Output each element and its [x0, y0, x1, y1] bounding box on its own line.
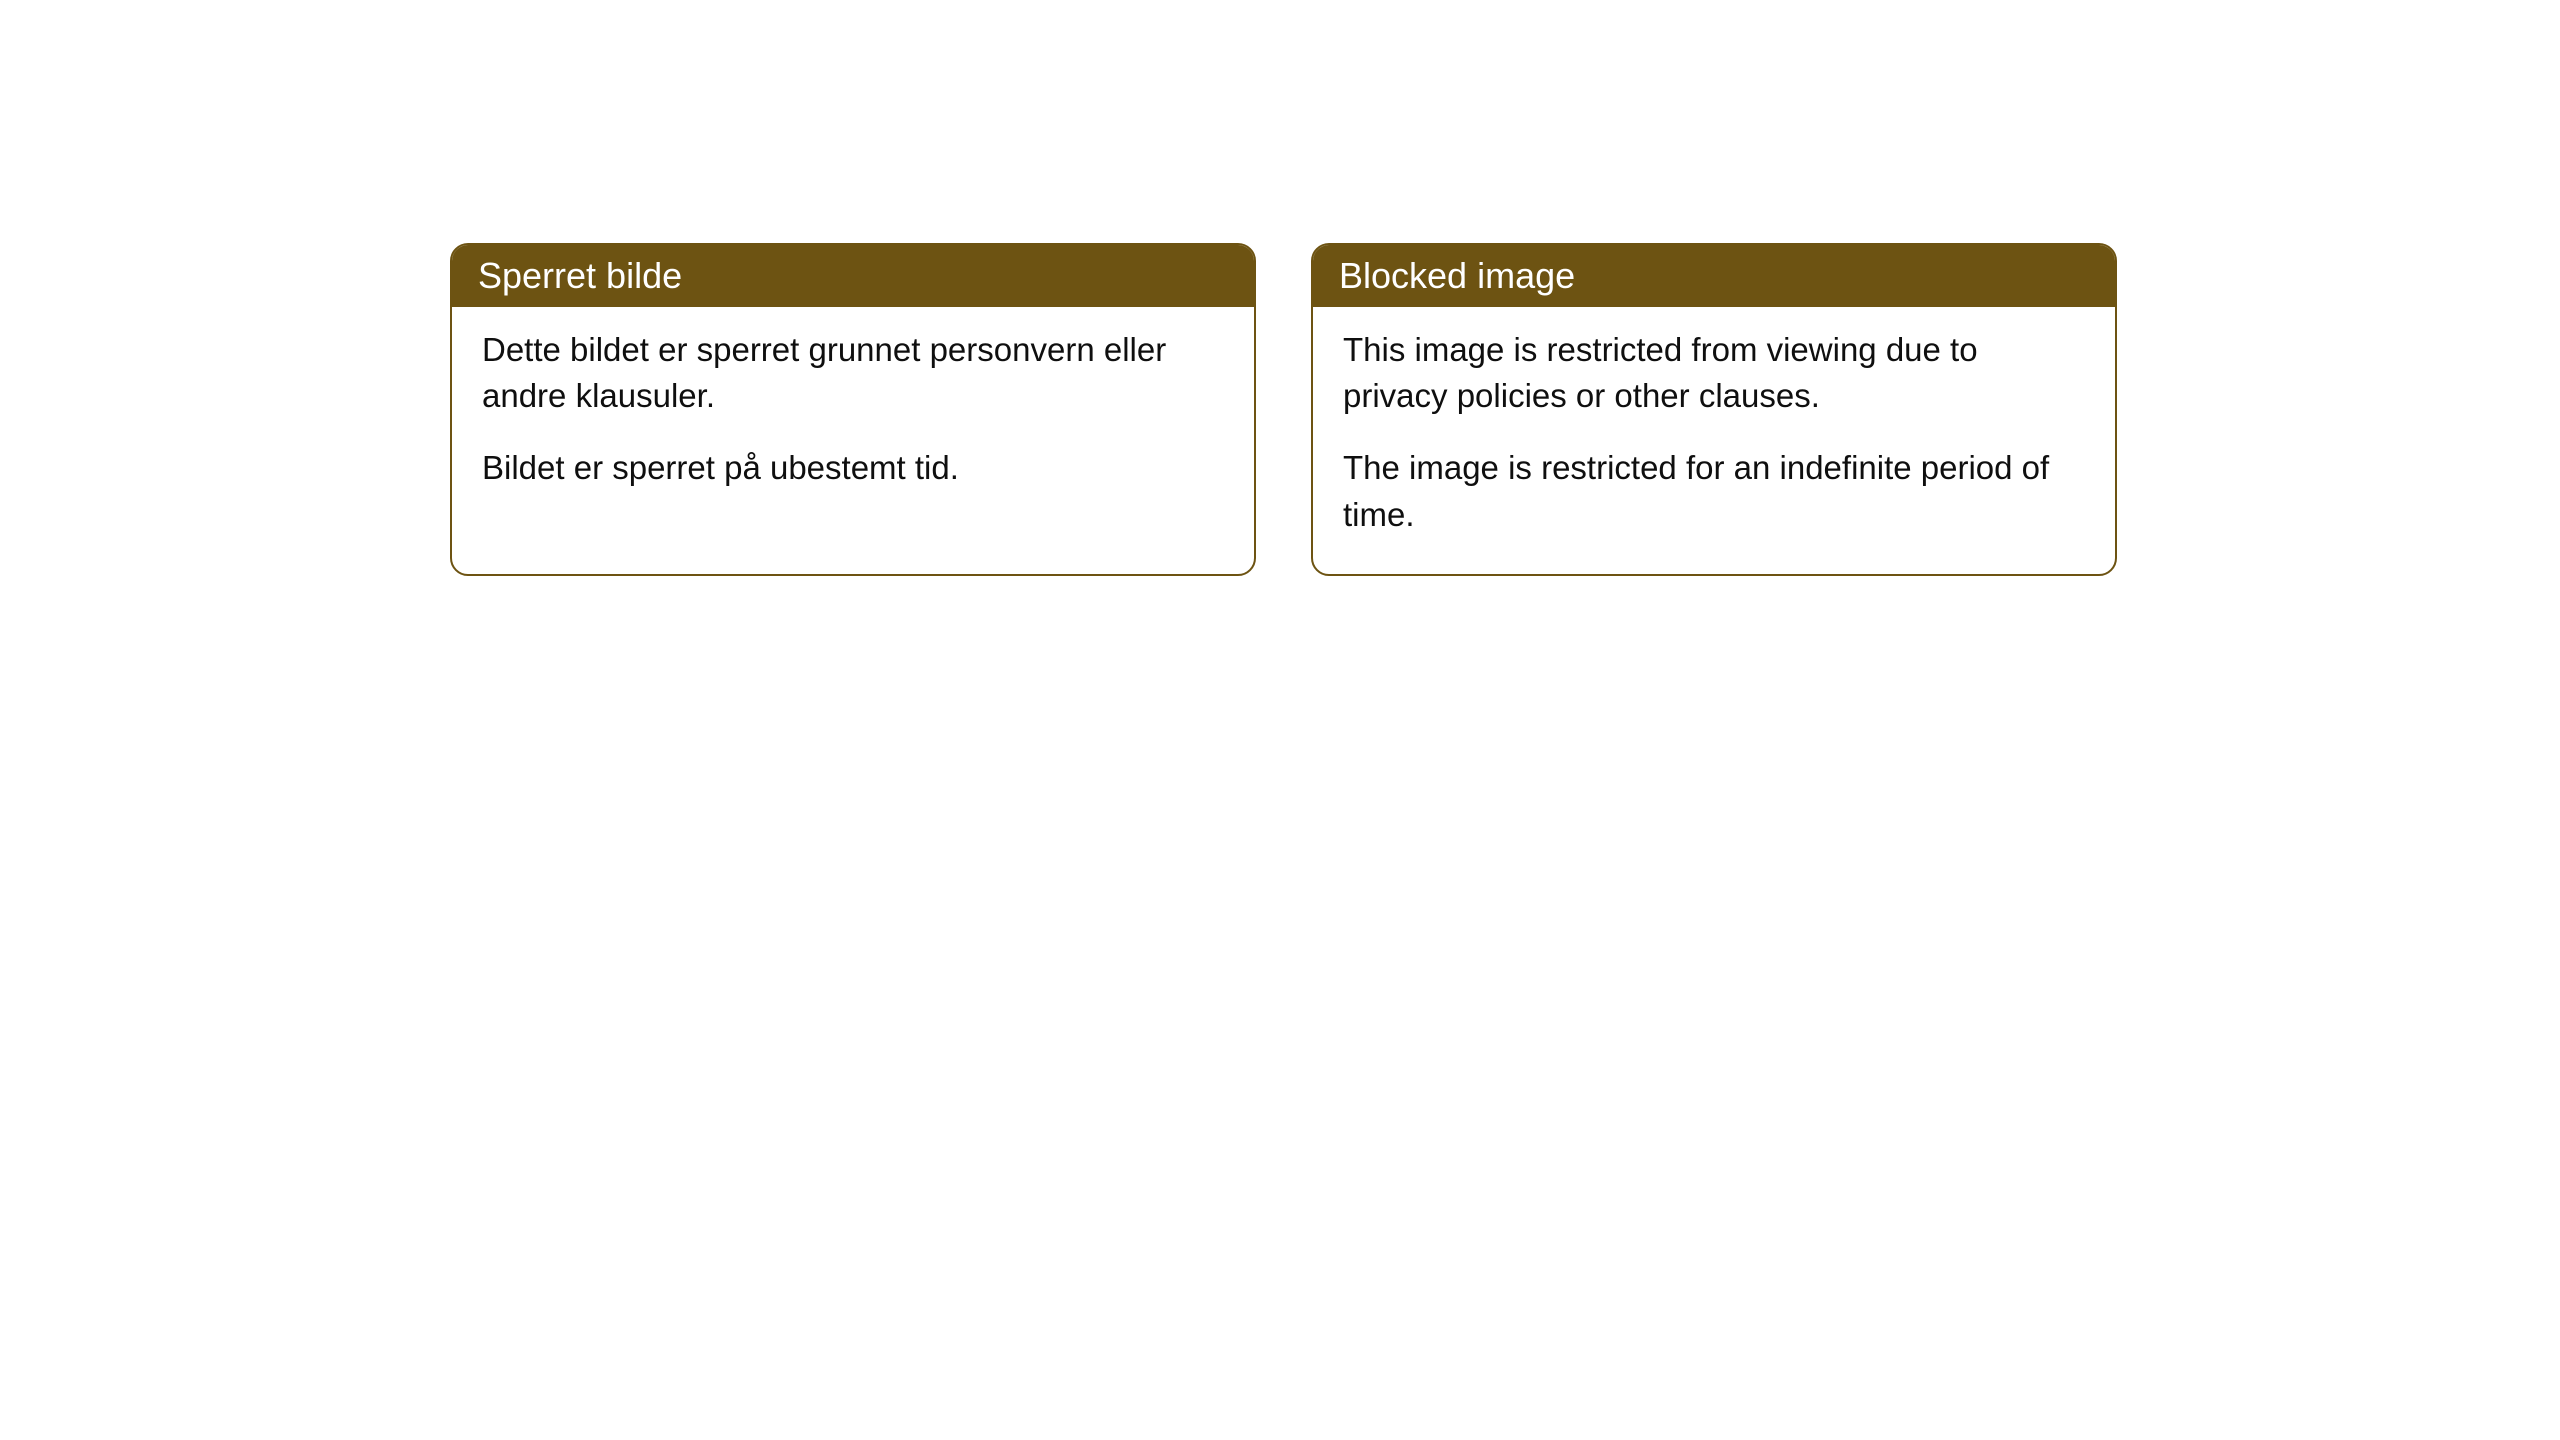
card-body-norwegian: Dette bildet er sperret grunnet personve… [452, 307, 1254, 528]
card-paragraph: The image is restricted for an indefinit… [1343, 445, 2085, 537]
card-header-english: Blocked image [1313, 245, 2115, 307]
card-title: Blocked image [1339, 255, 1575, 296]
card-paragraph: This image is restricted from viewing du… [1343, 327, 2085, 419]
card-paragraph: Bildet er sperret på ubestemt tid. [482, 445, 1224, 491]
notice-cards-container: Sperret bilde Dette bildet er sperret gr… [450, 243, 2117, 576]
notice-card-norwegian: Sperret bilde Dette bildet er sperret gr… [450, 243, 1256, 576]
card-paragraph: Dette bildet er sperret grunnet personve… [482, 327, 1224, 419]
card-title: Sperret bilde [478, 255, 682, 296]
notice-card-english: Blocked image This image is restricted f… [1311, 243, 2117, 576]
card-body-english: This image is restricted from viewing du… [1313, 307, 2115, 574]
card-header-norwegian: Sperret bilde [452, 245, 1254, 307]
